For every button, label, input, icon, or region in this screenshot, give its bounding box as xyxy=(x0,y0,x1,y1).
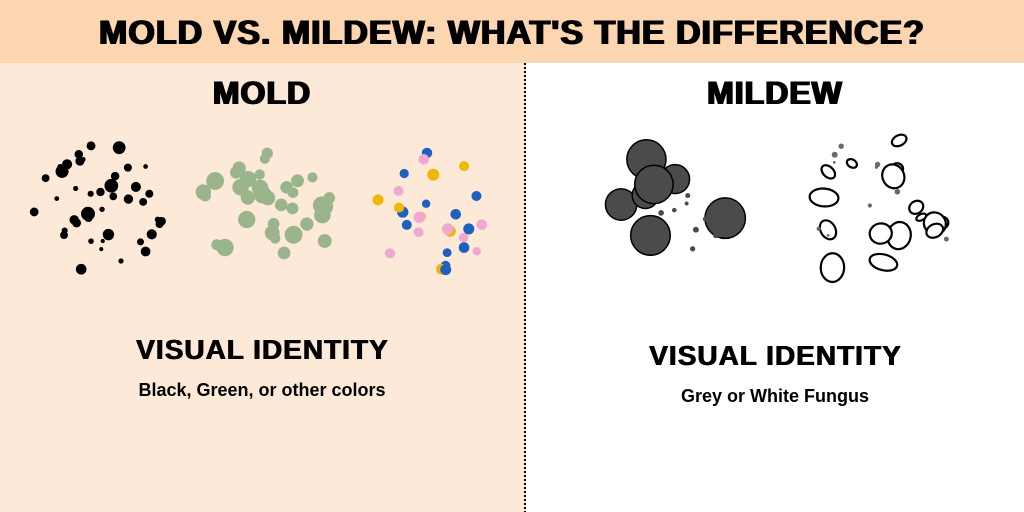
swatch-dot-cluster xyxy=(186,130,342,286)
mold-heading: MOLD xyxy=(213,75,311,112)
mildew-subheading: VISUAL IDENTITY xyxy=(649,340,902,372)
mold-column: MOLD VISUAL IDENTITY Black, Green, or ot… xyxy=(0,63,526,512)
comparison-columns: MOLD VISUAL IDENTITY Black, Green, or ot… xyxy=(0,63,1024,512)
mildew-column: MILDEW VISUAL IDENTITY Grey or White Fun… xyxy=(526,63,1024,512)
swatch-dot-cluster xyxy=(20,132,172,284)
mildew-swatches xyxy=(590,128,960,294)
mildew-heading: MILDEW xyxy=(707,75,843,112)
page-title: MOLD VS. MILDEW: WHAT'S THE DIFFERENCE? xyxy=(0,14,1024,53)
infographic-page: MOLD VS. MILDEW: WHAT'S THE DIFFERENCE? … xyxy=(0,0,1024,512)
title-banner: MOLD VS. MILDEW: WHAT'S THE DIFFERENCE? xyxy=(0,0,1024,63)
swatch-dot-cluster xyxy=(356,134,504,282)
mildew-description: Grey or White Fungus xyxy=(681,386,869,407)
swatch-ring-cluster xyxy=(794,128,960,294)
mold-subheading: VISUAL IDENTITY xyxy=(136,334,389,366)
mold-description: Black, Green, or other colors xyxy=(138,380,385,401)
swatch-blob-cluster xyxy=(590,131,750,291)
mold-swatches xyxy=(20,128,504,288)
